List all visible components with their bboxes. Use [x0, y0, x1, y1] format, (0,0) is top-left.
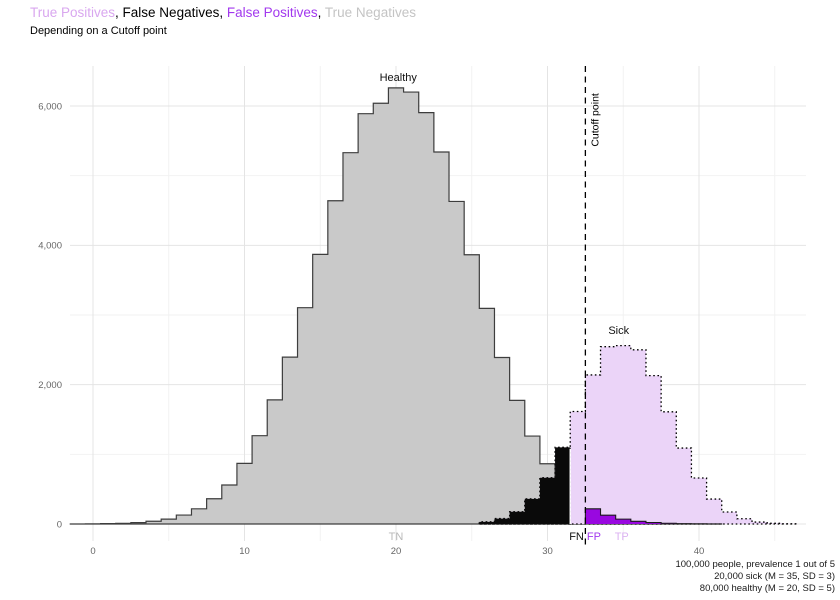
y-tick-label: 4,000	[38, 241, 62, 252]
title-segment: False Negatives	[122, 5, 220, 20]
region-label-fp: FP	[587, 531, 601, 543]
title-segment: ,	[219, 5, 227, 20]
y-tick-label: 0	[57, 519, 62, 530]
x-tick-label: 20	[391, 546, 402, 557]
chart-caption: 100,000 people, prevalence 1 out of 5 20…	[675, 559, 835, 594]
title-segment: True Positives	[30, 5, 116, 20]
cutoff-point-label: Cutoff point	[589, 93, 601, 147]
x-tick-label: 10	[239, 546, 250, 557]
false-negatives-area	[478, 446, 571, 525]
title-segment: ,	[317, 5, 325, 20]
chart-header: True Positives, False Negatives, False P…	[30, 4, 416, 37]
y-tick-label: 6,000	[38, 101, 62, 112]
caption-line-population: 100,000 people, prevalence 1 out of 5	[675, 559, 835, 570]
chart-subtitle: Depending on a Cutoff point	[30, 25, 167, 37]
x-tick-label: 40	[694, 546, 705, 557]
x-tick-label: 30	[542, 546, 553, 557]
title-segment: ,	[115, 5, 123, 20]
sick-label: Sick	[608, 325, 629, 337]
false-positives-area	[585, 508, 722, 524]
region-label-tn: TN	[389, 531, 404, 543]
title-segment: True Negatives	[324, 5, 416, 20]
region-label-fn: FN	[569, 531, 584, 543]
x-tick-label: 0	[90, 546, 95, 557]
y-tick-label: 2,000	[38, 380, 62, 391]
caption-line-sick: 20,000 sick (M = 35, SD = 3)	[714, 570, 835, 582]
title-segment: False Positives	[226, 5, 318, 20]
caption-line-healthy: 80,000 healthy (M = 20, SD = 5)	[699, 582, 835, 594]
chart-title: True Positives, False Negatives, False P…	[30, 4, 416, 21]
region-label-tp: TP	[615, 531, 629, 543]
healthy-label: Healthy	[380, 72, 418, 84]
false-positives-outline	[584, 508, 723, 525]
